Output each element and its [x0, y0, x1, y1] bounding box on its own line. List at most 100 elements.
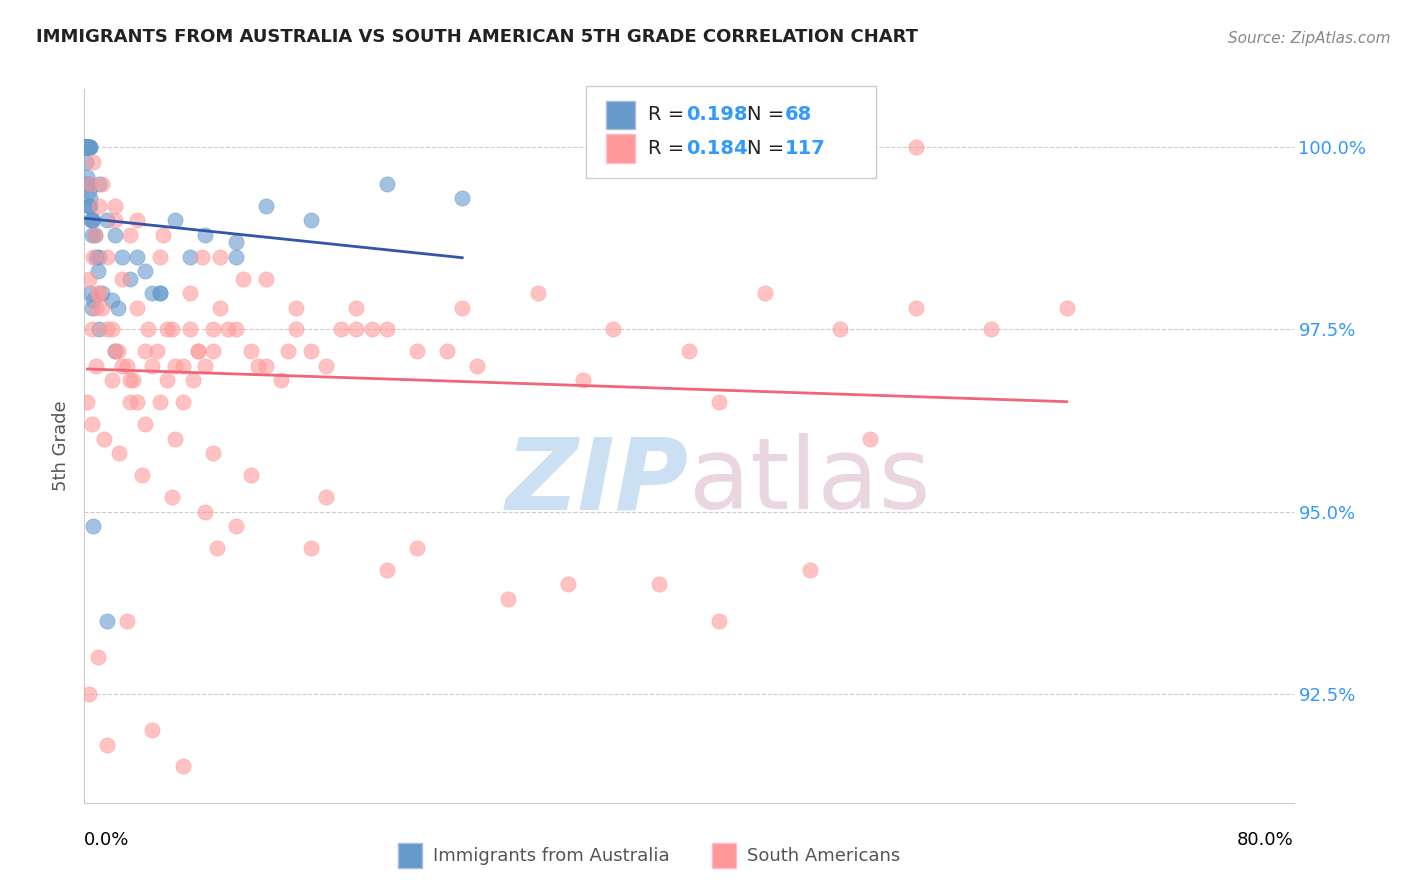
Point — [254, 199, 277, 213]
Text: 0.0%: 0.0% — [84, 831, 129, 849]
Point — [299, 541, 322, 555]
Point — [225, 235, 247, 249]
Point — [89, 322, 111, 336]
Point — [149, 250, 172, 264]
Point — [648, 577, 671, 591]
Point — [100, 374, 122, 388]
Point — [75, 155, 97, 169]
Point — [89, 286, 111, 301]
Point — [76, 140, 98, 154]
Point — [82, 293, 104, 308]
Point — [118, 374, 141, 388]
Point — [136, 322, 159, 336]
Point — [209, 301, 232, 315]
Point — [406, 541, 429, 555]
Point — [285, 301, 308, 315]
Point — [172, 359, 194, 373]
Point — [149, 286, 172, 301]
Point — [115, 359, 138, 373]
Point — [451, 191, 474, 205]
Point — [104, 344, 127, 359]
Point — [80, 322, 103, 336]
Point — [75, 140, 97, 154]
Point — [179, 250, 201, 264]
Point — [91, 286, 114, 301]
Point — [96, 213, 118, 227]
Point — [77, 140, 100, 154]
Point — [86, 359, 108, 373]
Point — [75, 140, 97, 154]
Point — [270, 374, 292, 388]
Text: 80.0%: 80.0% — [1237, 831, 1294, 849]
Point — [82, 519, 104, 533]
Point — [100, 293, 122, 308]
Point — [754, 286, 776, 301]
Point — [76, 140, 98, 154]
Point — [118, 271, 141, 285]
Point — [709, 395, 731, 409]
Point — [146, 344, 169, 359]
Point — [299, 344, 322, 359]
Point — [87, 650, 110, 665]
Point — [152, 227, 174, 242]
Point — [247, 359, 270, 373]
Point — [232, 271, 254, 285]
Point — [107, 301, 129, 315]
Point — [76, 140, 98, 154]
Point — [141, 286, 163, 301]
Point — [179, 322, 201, 336]
Point — [315, 490, 337, 504]
Point — [89, 177, 111, 191]
Point — [160, 490, 183, 504]
Point — [76, 177, 98, 191]
Y-axis label: 5th Grade: 5th Grade — [52, 401, 70, 491]
Point — [75, 140, 97, 154]
Point — [76, 169, 98, 184]
Point — [80, 213, 103, 227]
Point — [149, 395, 172, 409]
Point — [76, 395, 98, 409]
Point — [239, 344, 262, 359]
Text: atlas: atlas — [689, 434, 931, 530]
Point — [134, 417, 156, 432]
Point — [156, 374, 179, 388]
Point — [217, 322, 239, 336]
Point — [980, 322, 1002, 336]
Point — [285, 322, 308, 336]
Text: R =: R = — [648, 139, 690, 158]
Point — [239, 468, 262, 483]
Point — [91, 301, 114, 315]
Point — [108, 446, 131, 460]
Point — [165, 213, 187, 227]
Point — [80, 417, 103, 432]
Point — [254, 359, 277, 373]
Point — [436, 344, 458, 359]
Point — [76, 140, 98, 154]
Point — [346, 301, 368, 315]
Point — [315, 359, 337, 373]
Text: Immigrants from Australia: Immigrants from Australia — [433, 847, 669, 864]
Point — [76, 140, 98, 154]
Point — [79, 140, 101, 154]
Point — [830, 322, 852, 336]
Point — [82, 213, 104, 227]
Point — [172, 395, 194, 409]
Point — [678, 344, 700, 359]
Point — [194, 359, 217, 373]
Point — [172, 759, 194, 773]
Point — [156, 322, 179, 336]
Point — [115, 614, 138, 628]
Point — [904, 140, 927, 154]
Point — [375, 177, 398, 191]
Point — [79, 140, 101, 154]
Point — [100, 322, 122, 336]
Point — [80, 213, 103, 227]
Point — [77, 271, 100, 285]
Point — [93, 432, 115, 446]
Point — [75, 140, 97, 154]
Point — [179, 286, 201, 301]
Text: South Americans: South Americans — [747, 847, 900, 864]
Point — [141, 723, 163, 737]
Point — [187, 344, 209, 359]
Point — [86, 250, 108, 264]
